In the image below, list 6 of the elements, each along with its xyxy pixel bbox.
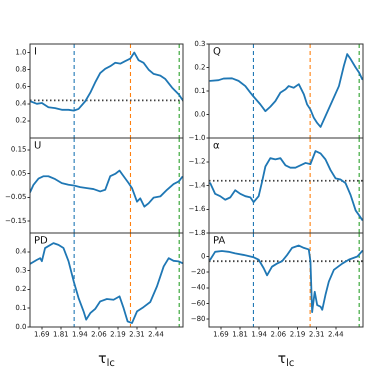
annotation: α <box>213 140 220 152</box>
annotation: I <box>34 46 37 58</box>
annotation: U <box>34 140 42 152</box>
annotation: Q <box>213 46 221 58</box>
annotation: PD <box>34 236 48 247</box>
annotation: PA <box>213 236 226 247</box>
